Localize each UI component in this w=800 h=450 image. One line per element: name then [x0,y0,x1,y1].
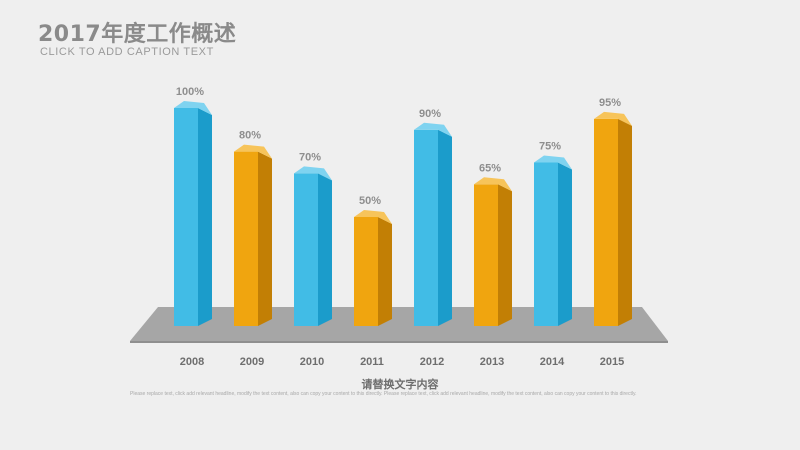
bar-top-2010 [294,166,332,181]
bar-front-2012 [414,129,438,326]
data-label-2010: 70% [299,151,321,163]
bar-2009 [234,144,272,326]
bar-side-2009 [258,151,272,326]
bar-side-2014 [558,162,572,326]
page-title: 2017年度工作概述 [38,22,237,47]
data-label-2012: 90% [419,108,441,120]
bar-2010 [294,166,332,326]
data-label-2008: 100% [176,86,204,98]
bar-side-2015 [618,118,632,327]
bar-front-2010 [294,173,318,326]
bar-top-2008 [174,101,212,115]
data-label-2011: 50% [359,195,381,207]
bar-front-2009 [234,151,258,326]
bar-side-2011 [378,217,392,326]
bar-2011 [354,210,392,326]
page-subtitle: CLICK TO ADD CAPTION TEXT [40,46,214,58]
bar-side-2012 [438,129,452,326]
bar-2012 [414,122,452,326]
x-tick-label-2011: 2011 [360,356,384,368]
bar-front-2013 [474,184,498,326]
x-tick-label-2010: 2010 [300,356,324,368]
bar-front-2008 [174,108,198,326]
x-tick-label-2015: 2015 [600,356,624,368]
bar-2008 [174,101,212,326]
bar-2013 [474,177,512,326]
bar-top-2011 [354,210,392,224]
data-label-2013: 65% [479,162,501,174]
bar-front-2014 [534,162,558,326]
data-label-2014: 75% [539,141,561,153]
data-label-2009: 80% [239,130,261,142]
chart-caption: 请替换文字内容 [361,378,439,391]
bar-front-2015 [594,118,618,327]
bar-side-2010 [318,173,332,326]
x-tick-label-2012: 2012 [420,356,444,368]
data-label-2015: 95% [599,97,621,109]
x-tick-label-2014: 2014 [540,356,565,368]
x-tick-label-2009: 2009 [240,356,264,368]
bar-2014 [534,155,572,326]
bar-2015 [594,111,632,327]
bar-front-2011 [354,217,378,326]
bar-top-2015 [594,111,632,126]
bar-side-2013 [498,184,512,326]
x-tick-label-2013: 2013 [480,356,504,368]
footnote-text: Please replace text, click add relevant … [130,391,637,397]
bar-top-2014 [534,155,572,170]
bar-top-2009 [234,144,272,159]
chart-floor-edge [130,341,668,343]
bar-top-2012 [414,122,452,137]
x-tick-label-2008: 2008 [180,356,204,368]
bar-side-2008 [198,108,212,326]
bar-top-2013 [474,177,512,192]
